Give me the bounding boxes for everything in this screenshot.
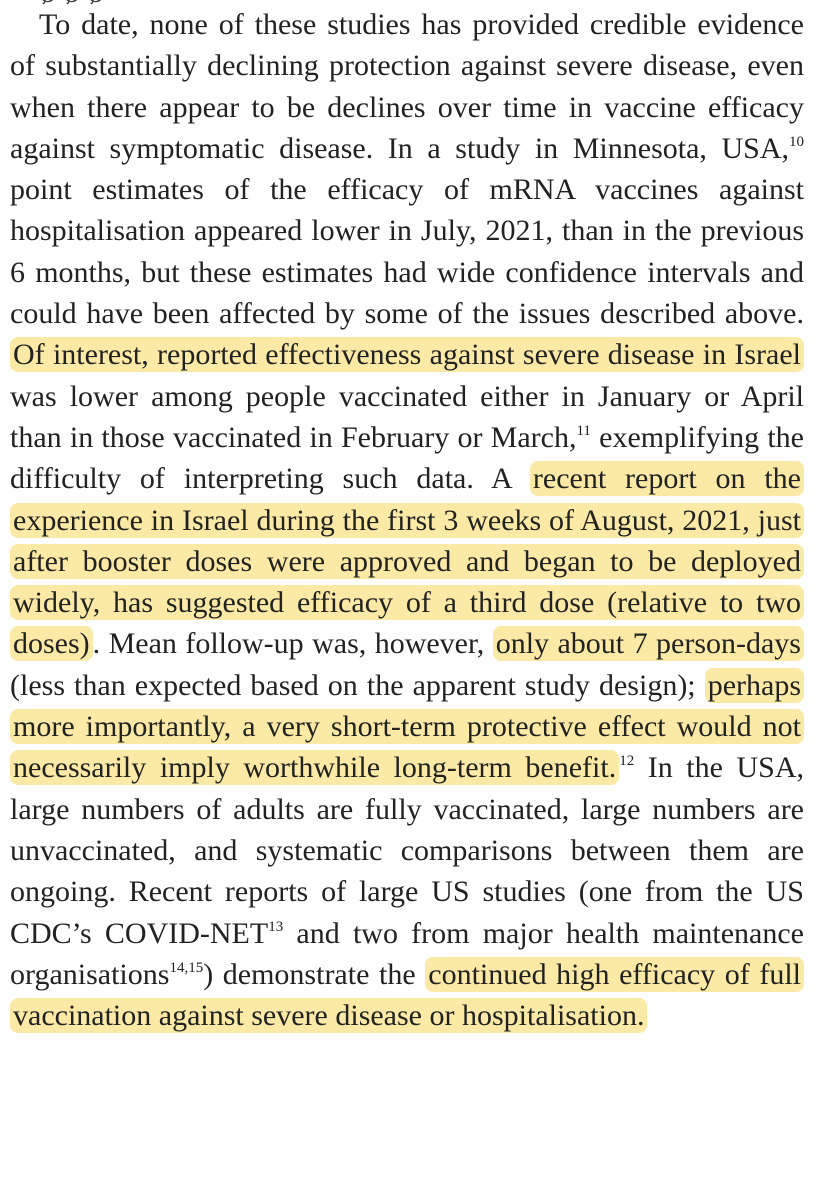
text-segment: . Mean follow-up was, however,	[92, 627, 493, 661]
clipped-previous-line: g g g	[40, 0, 240, 4]
body-paragraph: To date, none of these studies has provi…	[10, 4, 804, 1036]
text-segment: ) demonstrate the	[203, 957, 426, 991]
reference-13: 13	[268, 918, 284, 935]
text-segment: In the USA, large numbers of adults are …	[10, 751, 804, 950]
text-segment: (less than expected based on the apparen…	[10, 668, 705, 702]
text-segment: and two from major health maintenance or…	[10, 916, 804, 991]
text-segment: point estimates of the efficacy of mRNA …	[10, 173, 804, 331]
reference-10: 10	[789, 133, 804, 150]
text-segment: was lower among people vaccinated either…	[10, 379, 804, 454]
text-segment: exemplifying the difficulty of interpret…	[10, 420, 804, 496]
reference-11: 11	[576, 422, 591, 439]
reference-12: 12	[619, 753, 635, 770]
highlight-israel-effectiveness: Of interest, reported effectiveness agai…	[10, 337, 804, 373]
reference-14-15: 14,15	[169, 959, 204, 976]
highlight-follow-up: only about 7 person-days	[492, 626, 804, 662]
text-segment: To date, none of these studies has provi…	[10, 8, 804, 165]
